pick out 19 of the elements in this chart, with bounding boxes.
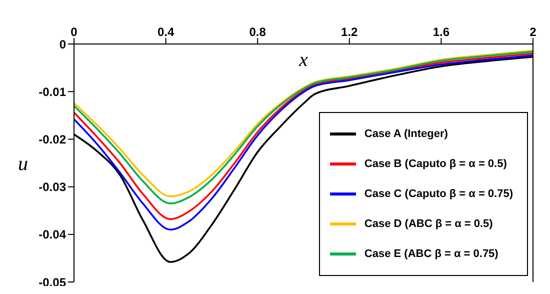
legend-label: Case D (ABC β = α = 0.5) [364, 218, 493, 230]
x-tick-label: 0.8 [249, 25, 266, 39]
y-tick-label: -0.01 [38, 84, 66, 99]
x-tick-label: 2 [530, 25, 537, 39]
legend-label: Case E (ABC β = α = 0.75) [364, 248, 498, 260]
legend-label: Case A (Integer) [364, 128, 448, 140]
y-axis-title: u [18, 153, 28, 176]
x-tick-label: 1.6 [432, 25, 450, 39]
legend-label: Case B (Caputo β = α = 0.5) [364, 158, 507, 170]
x-tick-label: 1.2 [341, 25, 358, 39]
y-tick-label: -0.05 [38, 275, 66, 290]
y-tick-label: 0 [59, 37, 66, 52]
y-tick-label: -0.02 [38, 132, 66, 146]
x-tick-label: 0.4 [157, 25, 174, 39]
legend-label: Case C (Caputo β = α = 0.75) [364, 188, 513, 200]
x-tick-label: 0 [70, 25, 78, 39]
y-tick-label: -0.04 [38, 228, 66, 242]
x-axis-title: x [298, 49, 308, 71]
y-tick-label: -0.03 [38, 180, 66, 194]
